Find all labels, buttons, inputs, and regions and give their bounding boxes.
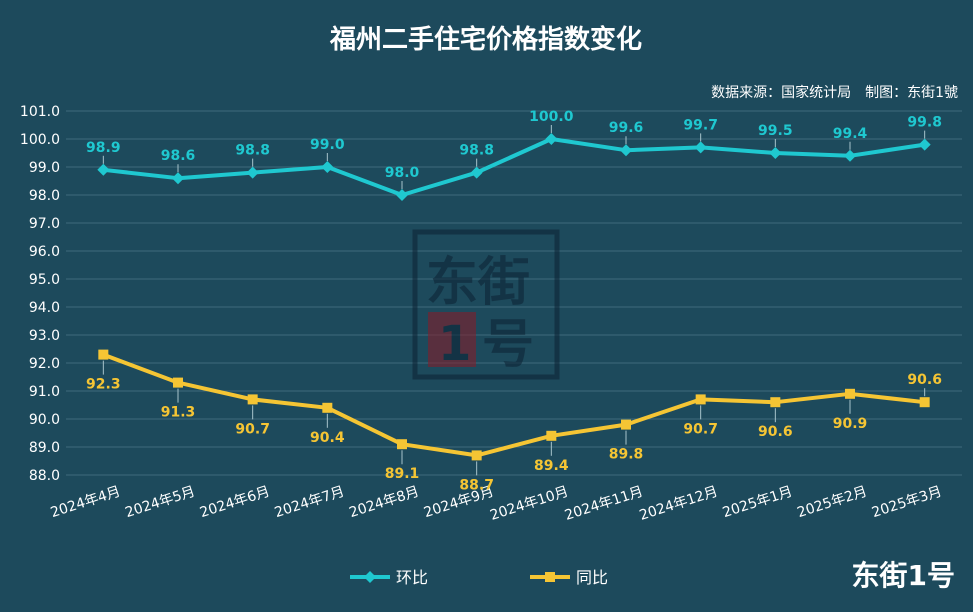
data-point bbox=[770, 397, 781, 408]
data-point bbox=[470, 166, 483, 179]
data-point bbox=[919, 397, 930, 408]
x-tick-label: 2024年8月 bbox=[347, 484, 421, 522]
y-tick-label: 99.0 bbox=[29, 160, 60, 176]
data-point bbox=[247, 394, 258, 405]
legend-marker bbox=[545, 572, 555, 582]
data-point bbox=[322, 402, 333, 413]
data-point bbox=[545, 133, 558, 145]
data-point bbox=[98, 349, 109, 360]
data-label: 99.8 bbox=[907, 115, 942, 131]
x-tick-label: 2025年1月 bbox=[721, 484, 795, 522]
x-tick-label: 2024年4月 bbox=[49, 484, 123, 522]
data-point bbox=[471, 450, 482, 461]
y-tick-label: 88.0 bbox=[29, 468, 60, 484]
data-label: 98.0 bbox=[385, 165, 420, 181]
y-tick-label: 96.0 bbox=[29, 244, 60, 260]
x-tick-label: 2024年12月 bbox=[637, 484, 719, 524]
data-point bbox=[845, 388, 855, 399]
legend-label: 同比 bbox=[576, 568, 608, 587]
data-label: 99.4 bbox=[833, 126, 868, 142]
data-point bbox=[769, 147, 782, 159]
svg-text:1: 1 bbox=[438, 316, 471, 372]
svg-text:号: 号 bbox=[482, 315, 534, 375]
data-point bbox=[246, 166, 259, 179]
y-tick-label: 91.0 bbox=[29, 384, 60, 400]
x-axis: 2024年4月 2024年5月 2024年6月 2024年7月 2024年8月 2024年… bbox=[49, 484, 944, 524]
data-label: 92.3 bbox=[86, 377, 121, 393]
data-point bbox=[620, 144, 632, 157]
data-label: 90.7 bbox=[683, 421, 718, 437]
data-label: 90.6 bbox=[907, 372, 942, 388]
watermark-stamp: 东街 1 号 bbox=[412, 229, 560, 380]
x-tick-label: 2024年11月 bbox=[563, 484, 645, 524]
data-point bbox=[546, 430, 557, 441]
x-tick-label: 2024年6月 bbox=[198, 484, 272, 522]
y-tick-label: 94.0 bbox=[29, 300, 60, 316]
data-label: 90.9 bbox=[833, 416, 868, 432]
x-tick-label: 2024年5月 bbox=[123, 484, 197, 522]
legend-marker bbox=[364, 571, 376, 583]
y-tick-label: 90.0 bbox=[29, 412, 60, 428]
data-point bbox=[396, 189, 408, 201]
data-label: 98.9 bbox=[86, 140, 121, 156]
data-point bbox=[172, 172, 184, 185]
data-label: 89.1 bbox=[385, 466, 420, 482]
data-label: 99.0 bbox=[310, 137, 345, 153]
data-point bbox=[918, 138, 931, 151]
data-point bbox=[844, 149, 856, 162]
data-label: 98.8 bbox=[459, 143, 494, 159]
data-label: 90.6 bbox=[758, 424, 793, 440]
data-label: 91.3 bbox=[161, 405, 196, 421]
source-note: 数据来源：国家统计局 制图：东街1號 bbox=[711, 84, 958, 101]
data-label: 89.4 bbox=[534, 458, 569, 474]
y-tick-label: 100.0 bbox=[20, 132, 60, 148]
data-label: 98.8 bbox=[235, 143, 270, 159]
chart-title: 福州二手住宅价格指数变化 bbox=[329, 24, 642, 55]
grid-lines bbox=[66, 110, 962, 476]
data-point bbox=[397, 439, 407, 450]
data-label: 88.7 bbox=[459, 477, 494, 493]
series-line bbox=[102, 352, 925, 458]
data-label: 98.6 bbox=[161, 148, 196, 164]
y-tick-label: 95.0 bbox=[29, 272, 60, 288]
data-label: 99.7 bbox=[683, 117, 718, 133]
data-point bbox=[694, 141, 707, 154]
data-label: 90.7 bbox=[235, 421, 270, 437]
data-label: 100.0 bbox=[529, 109, 574, 125]
brand-logo-text: 东街1号 bbox=[852, 559, 955, 592]
y-tick-label: 97.0 bbox=[29, 216, 60, 232]
legend: 环比 同比 bbox=[350, 568, 608, 587]
data-label: 90.4 bbox=[310, 430, 345, 446]
x-tick-label: 2024年10月 bbox=[488, 484, 570, 524]
data-point bbox=[321, 161, 334, 173]
data-label: 89.8 bbox=[609, 447, 644, 463]
data-label: 99.6 bbox=[609, 120, 644, 136]
x-tick-label: 2025年2月 bbox=[795, 484, 869, 522]
data-point bbox=[97, 163, 110, 176]
x-tick-label: 2025年3月 bbox=[870, 484, 944, 522]
data-point bbox=[173, 377, 183, 388]
y-tick-label: 93.0 bbox=[29, 328, 60, 344]
data-label: 99.5 bbox=[758, 123, 793, 139]
x-tick-label: 2024年7月 bbox=[273, 484, 347, 522]
y-tick-label: 101.0 bbox=[20, 104, 60, 120]
series-line bbox=[103, 137, 925, 197]
y-tick-label: 89.0 bbox=[29, 440, 60, 456]
legend-label: 环比 bbox=[396, 568, 428, 587]
y-tick-label: 92.0 bbox=[29, 356, 60, 372]
data-point bbox=[621, 419, 631, 430]
data-point bbox=[695, 394, 706, 405]
svg-text:东街: 东街 bbox=[426, 253, 530, 313]
y-tick-label: 98.0 bbox=[29, 188, 60, 204]
y-axis: 88.0 89.0 90.0 91.0 92.0 93.0 94.0 95.0 96.0 97.0… bbox=[20, 104, 60, 484]
series-layer: 98.9 98.6 98.8 99.0 98.0 98.8 100.0 99.6 99.7 99.… bbox=[86, 109, 942, 493]
